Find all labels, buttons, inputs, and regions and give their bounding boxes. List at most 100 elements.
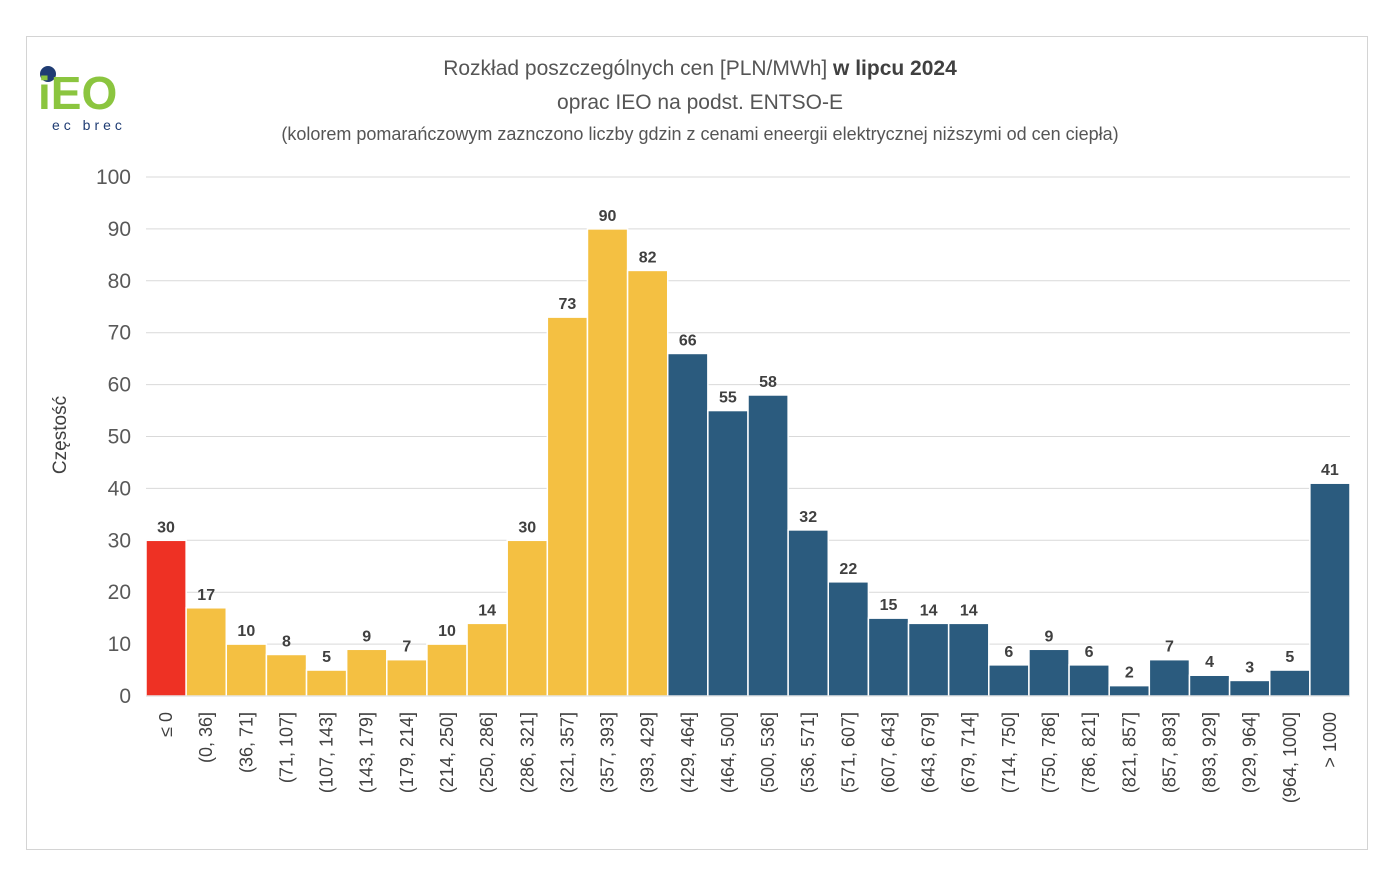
x-category-label: (536, 571] (798, 712, 818, 793)
data-label: 14 (478, 602, 496, 619)
y-axis-title: Częstość (50, 396, 71, 474)
x-category-label: (286, 321] (517, 712, 537, 793)
x-category-label: (464, 500] (718, 712, 738, 793)
x-axis-categories: ≤ 0 (0, 36] (36, 71] (71, 107] (107, 143] (14… (156, 712, 1340, 803)
bar (1108, 684, 1151, 697)
title-period: w lipcu 2024 (833, 57, 957, 80)
x-category-label: (250, 286] (477, 712, 497, 793)
x-category-label: (643, 679] (919, 712, 939, 793)
x-category-label: (143, 179] (357, 712, 377, 793)
x-category-label: (679, 714] (959, 712, 979, 793)
y-tick-label: 70 (108, 322, 131, 345)
data-label: 8 (282, 633, 291, 650)
bar (546, 316, 589, 697)
data-label: 66 (679, 332, 697, 349)
data-label: 30 (518, 519, 536, 536)
bar (185, 607, 228, 697)
bar (506, 539, 549, 697)
x-category-label: (821, 857] (1119, 712, 1139, 793)
data-label: 2 (1125, 665, 1134, 682)
bars (145, 228, 1351, 697)
data-label: 55 (719, 390, 737, 407)
data-label: 15 (880, 597, 898, 614)
data-label: 10 (237, 623, 255, 640)
bar (1148, 658, 1191, 697)
x-category-label: (357, 393] (598, 712, 618, 793)
title-main: Rozkład poszczególnych cen [PLN/MWh] (443, 57, 834, 80)
x-category-label: (179, 214] (397, 712, 417, 793)
y-tick-label: 80 (108, 270, 131, 293)
bar (988, 664, 1030, 697)
data-label: 9 (1045, 628, 1054, 645)
y-tick-label: 10 (108, 633, 131, 656)
bar (1068, 664, 1110, 697)
bar (305, 669, 348, 697)
bar (787, 529, 830, 697)
bar (265, 653, 308, 697)
x-category-label: (750, 786] (1039, 712, 1059, 793)
x-category-label: (107, 143] (317, 712, 337, 793)
y-tick-label: 40 (108, 477, 131, 500)
x-category-label: (0, 36] (196, 712, 216, 763)
x-category-label: (964, 1000] (1280, 712, 1300, 803)
bar (907, 622, 950, 697)
bar (466, 622, 508, 697)
x-category-label: ≤ 0 (156, 712, 176, 737)
bar (747, 394, 789, 697)
bar (1228, 679, 1271, 697)
data-label: 41 (1321, 462, 1339, 479)
data-label: 6 (1085, 644, 1094, 661)
bar (586, 228, 629, 697)
bar (426, 643, 468, 697)
chart-note: (kolorem pomarańczowym zaznczono liczby … (281, 124, 1119, 144)
y-tick-label: 90 (108, 218, 131, 241)
bar (1309, 482, 1351, 697)
bar (1188, 674, 1231, 697)
y-tick-label: 20 (108, 581, 131, 604)
x-category-label: (786, 821] (1079, 712, 1099, 793)
svg-text:ec brec: ec brec (52, 117, 126, 133)
bar (345, 648, 388, 697)
data-label: 90 (599, 208, 617, 225)
y-tick-label: 50 (108, 426, 131, 449)
x-category-label: (929, 964] (1240, 712, 1260, 793)
ieo-logo: iEO ec brec (36, 58, 166, 138)
x-category-label: (36, 71] (236, 712, 256, 773)
x-category-label: (714, 750] (999, 712, 1019, 793)
data-label: 10 (438, 623, 456, 640)
data-label: 30 (157, 519, 175, 536)
x-category-label: (857, 893] (1159, 712, 1179, 793)
data-label: 17 (197, 587, 215, 604)
bar (145, 539, 187, 697)
bar (626, 269, 669, 697)
bar (1028, 648, 1070, 697)
y-axis-ticks: 0 10 20 30 40 50 60 70 80 90 100 (96, 166, 131, 708)
x-category-label: (393, 429] (638, 712, 658, 793)
data-label: 14 (960, 602, 978, 619)
x-category-label: (214, 250] (437, 712, 457, 793)
chart-title: Rozkład poszczególnych cen [PLN/MWh] w l… (180, 57, 1220, 81)
data-label: 3 (1245, 659, 1254, 676)
data-label: 22 (839, 561, 857, 578)
svg-text:iEO: iEO (38, 67, 117, 119)
y-tick-label: 30 (108, 529, 131, 552)
y-tick-label: 0 (119, 685, 131, 708)
x-category-label: (571, 607] (838, 712, 858, 793)
bar (386, 658, 428, 697)
data-label: 7 (1165, 639, 1174, 656)
bar (707, 409, 749, 697)
bar (666, 352, 709, 697)
x-category-label: > 1000 (1320, 712, 1340, 768)
data-label: 32 (799, 509, 817, 526)
data-label: 82 (639, 249, 657, 266)
x-category-label: (429, 464] (678, 712, 698, 793)
data-label: 6 (1004, 644, 1013, 661)
data-label: 73 (559, 296, 577, 313)
data-label: 58 (759, 374, 777, 391)
bar (225, 643, 268, 697)
y-tick-label: 60 (108, 374, 131, 397)
data-label: 9 (362, 628, 371, 645)
data-label: 4 (1205, 654, 1214, 671)
